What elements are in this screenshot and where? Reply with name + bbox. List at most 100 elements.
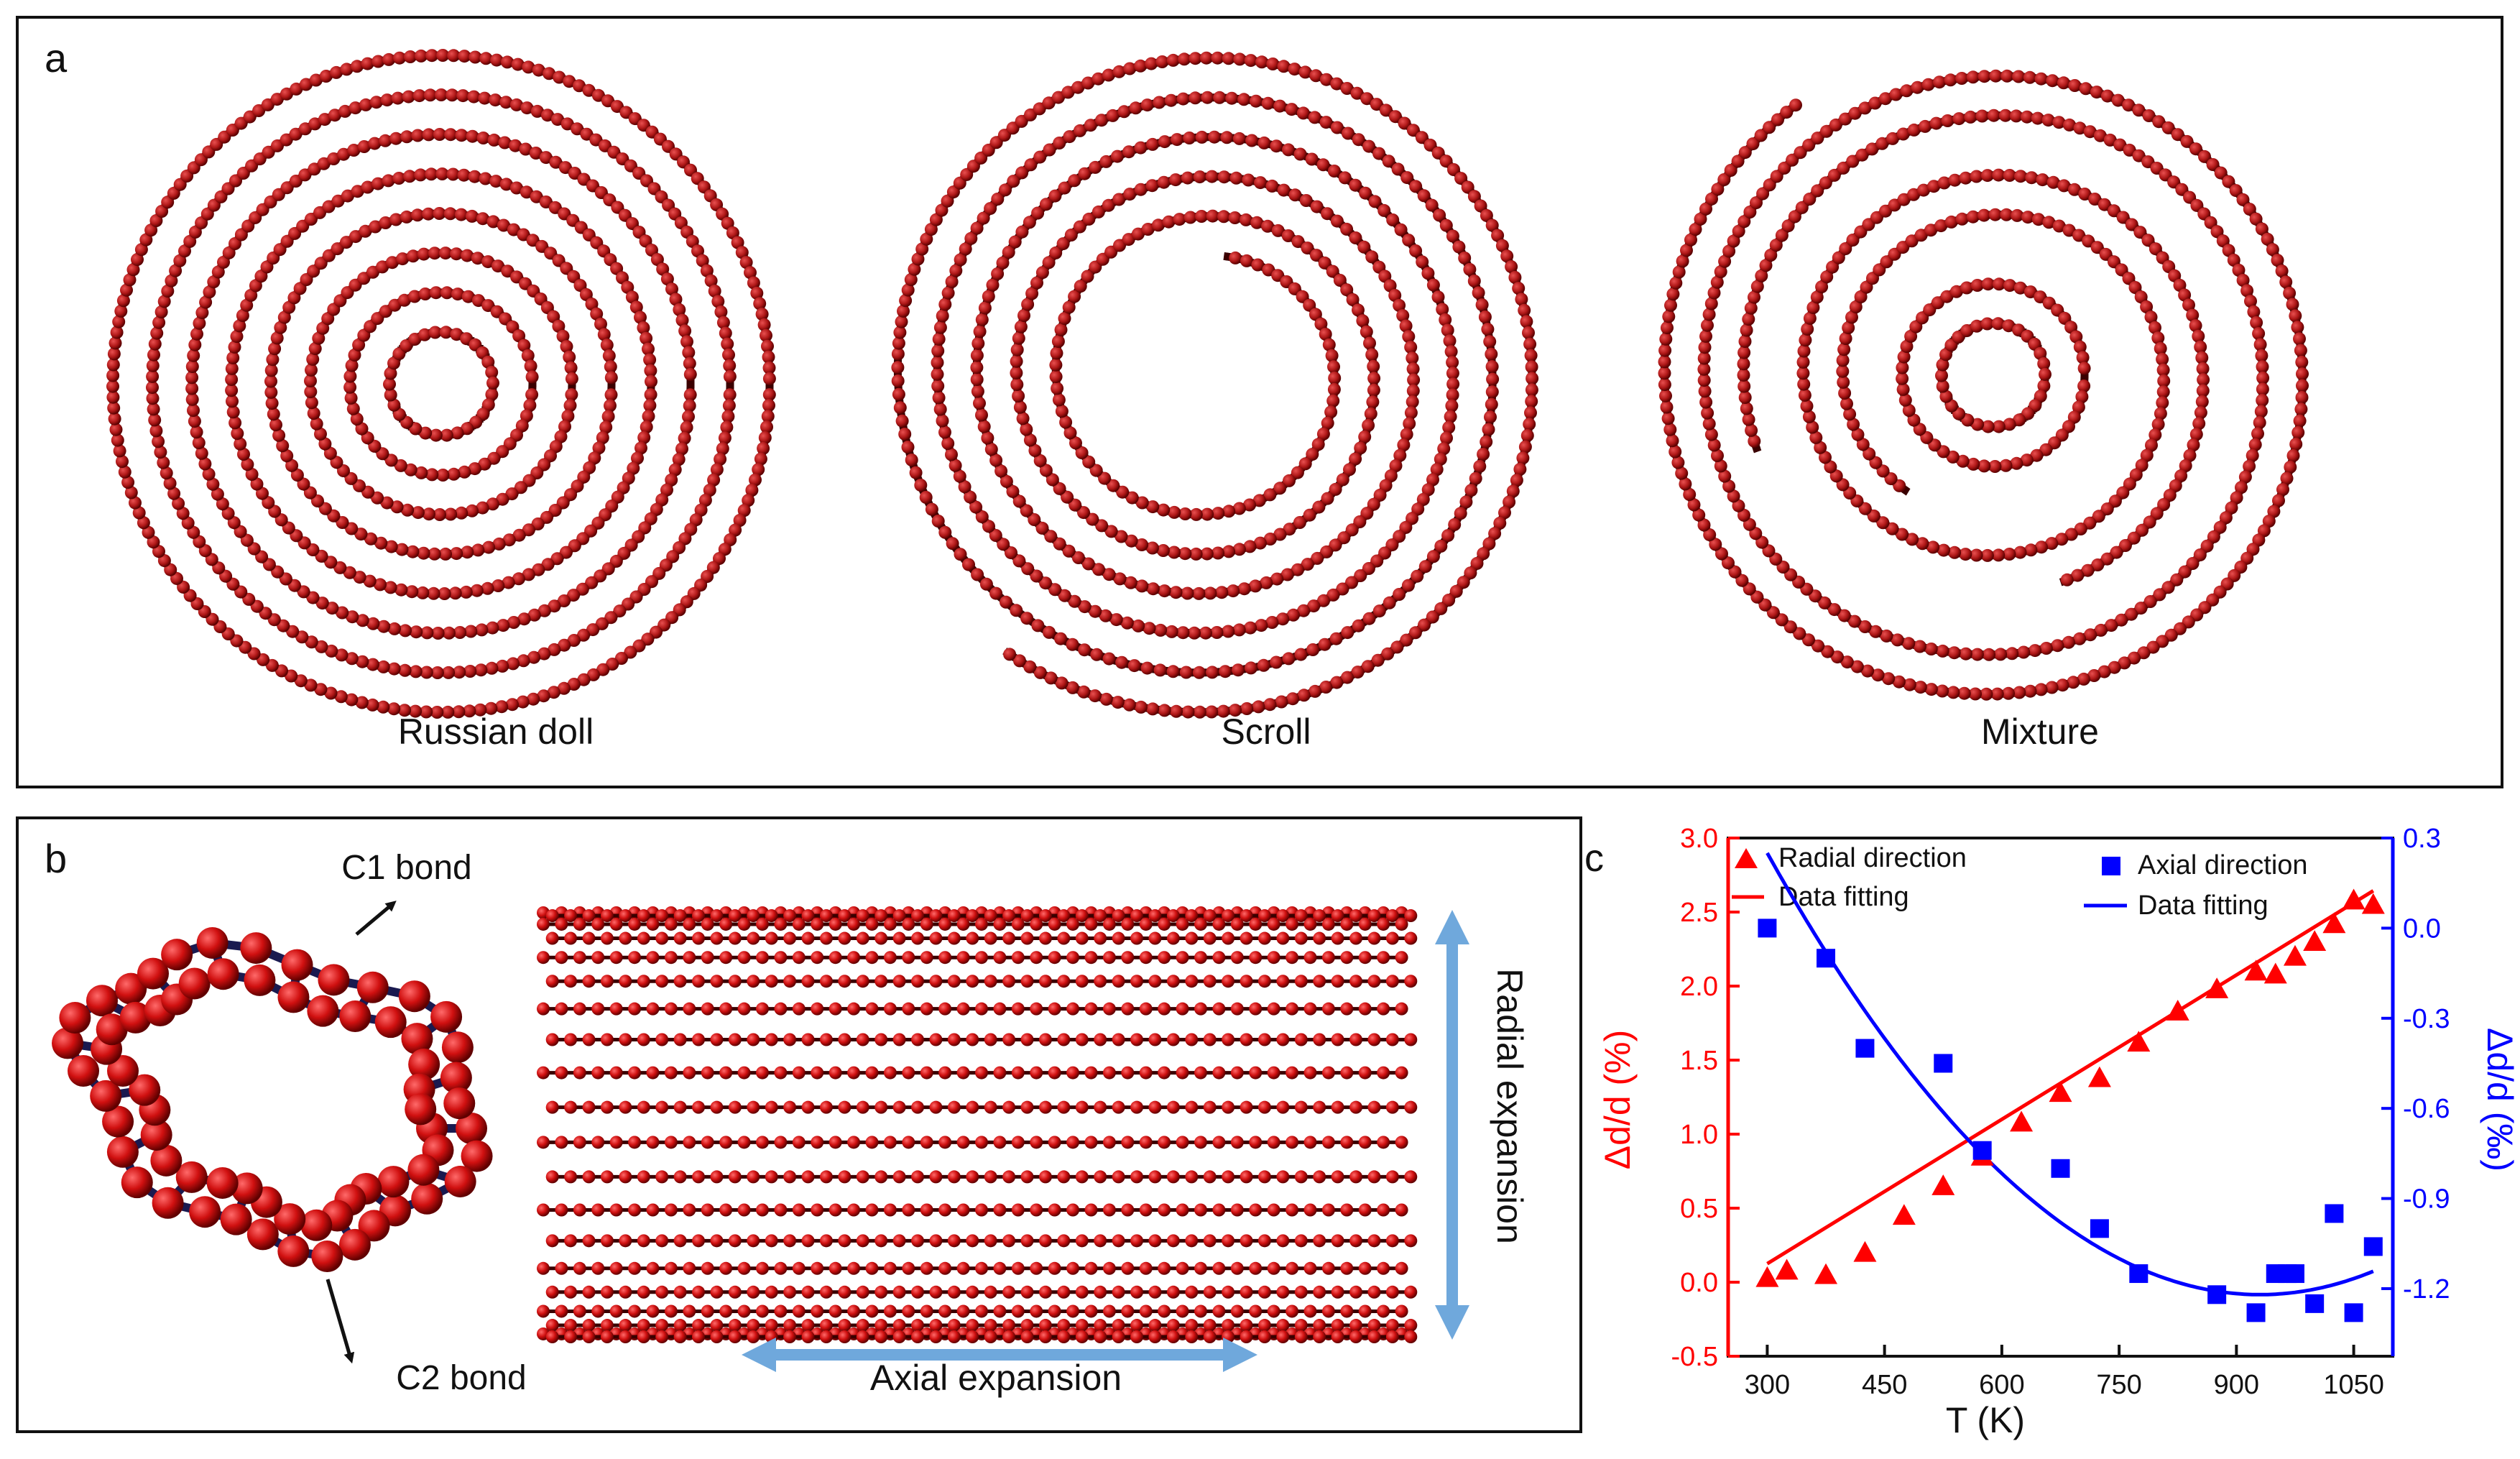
atom xyxy=(609,1304,623,1318)
atom xyxy=(1724,164,1737,177)
atom xyxy=(728,1234,742,1248)
atom xyxy=(856,975,869,988)
atom xyxy=(1255,619,1268,632)
atom xyxy=(379,134,392,147)
atom xyxy=(1038,931,1052,945)
atom xyxy=(163,477,177,490)
atom xyxy=(2062,224,2076,237)
atom xyxy=(297,585,310,599)
atom xyxy=(1066,1002,1080,1016)
atom xyxy=(1737,215,1751,229)
atom xyxy=(394,459,407,472)
atom xyxy=(829,1066,842,1080)
atom xyxy=(847,1066,861,1080)
atom xyxy=(289,175,303,188)
atom xyxy=(1062,300,1076,314)
atom xyxy=(1222,1234,1235,1248)
atom xyxy=(1738,391,1752,404)
atom xyxy=(281,949,313,981)
atom xyxy=(865,1002,879,1016)
atom xyxy=(240,298,254,312)
atom xyxy=(1145,179,1159,193)
atom xyxy=(2052,116,2066,129)
atom xyxy=(310,417,323,431)
atom xyxy=(1924,643,1938,655)
atom xyxy=(1444,345,1458,359)
atom xyxy=(2271,254,2284,267)
atom xyxy=(1053,137,1066,149)
atom xyxy=(1992,420,2006,433)
atom xyxy=(1240,1285,1253,1299)
atom xyxy=(895,315,908,328)
atom xyxy=(1251,258,1265,272)
atom xyxy=(2135,459,2149,472)
atom xyxy=(1050,346,1063,360)
atom xyxy=(933,402,947,416)
atom xyxy=(1203,1033,1217,1046)
atom xyxy=(1121,951,1135,965)
atom xyxy=(422,507,435,521)
atom xyxy=(1353,515,1367,528)
atom xyxy=(1824,460,1837,474)
atom xyxy=(1856,438,1870,451)
atom xyxy=(1867,509,1880,523)
atom xyxy=(2189,428,2203,441)
atom xyxy=(1896,127,1910,141)
atom xyxy=(1876,464,1890,478)
atom xyxy=(628,917,642,931)
atom xyxy=(1064,229,1078,241)
atom xyxy=(1349,1330,1363,1343)
atom xyxy=(356,655,369,668)
atom xyxy=(947,909,961,923)
atom xyxy=(1181,705,1195,719)
atom xyxy=(2003,279,2016,293)
atom xyxy=(1750,590,1764,604)
atom xyxy=(479,172,492,185)
atom xyxy=(723,369,737,383)
atom xyxy=(1074,280,1087,293)
atom xyxy=(1071,80,1085,94)
atom xyxy=(2192,417,2206,431)
atom xyxy=(2012,70,2026,83)
atom xyxy=(315,597,329,610)
nanotube-side-view xyxy=(537,906,1418,1343)
atom xyxy=(856,909,869,923)
atom xyxy=(1222,1170,1235,1184)
atom xyxy=(838,1170,851,1184)
atom xyxy=(486,376,499,390)
atom xyxy=(1257,1100,1271,1114)
atom xyxy=(527,608,541,622)
atom xyxy=(1091,205,1105,218)
atom xyxy=(440,1062,472,1094)
atom xyxy=(548,643,561,656)
atom xyxy=(591,1203,605,1217)
atom xyxy=(1023,216,1036,229)
atom xyxy=(526,234,540,247)
atom xyxy=(305,635,318,649)
atom xyxy=(366,265,379,279)
atom xyxy=(2153,588,2166,602)
atom xyxy=(1294,1330,1308,1343)
atom xyxy=(2222,244,2235,257)
atom xyxy=(2108,204,2120,218)
atom xyxy=(1343,463,1356,477)
atom xyxy=(1201,91,1214,104)
atom xyxy=(1660,400,1674,414)
atom xyxy=(742,494,755,507)
atom xyxy=(1380,103,1393,117)
atom xyxy=(433,207,446,220)
atom xyxy=(1068,290,1081,303)
atom xyxy=(428,547,441,561)
atom xyxy=(1286,1136,1299,1149)
atom xyxy=(442,666,456,679)
atom xyxy=(731,236,744,249)
atom xyxy=(783,975,797,988)
atom xyxy=(1964,110,1977,124)
atom xyxy=(1212,917,1226,931)
atom xyxy=(1261,96,1275,110)
atom xyxy=(347,144,361,157)
atom xyxy=(1158,1261,1171,1275)
atom xyxy=(646,1261,660,1275)
legend-radial-label: Radial direction xyxy=(1778,843,1967,873)
atom xyxy=(555,1304,568,1318)
